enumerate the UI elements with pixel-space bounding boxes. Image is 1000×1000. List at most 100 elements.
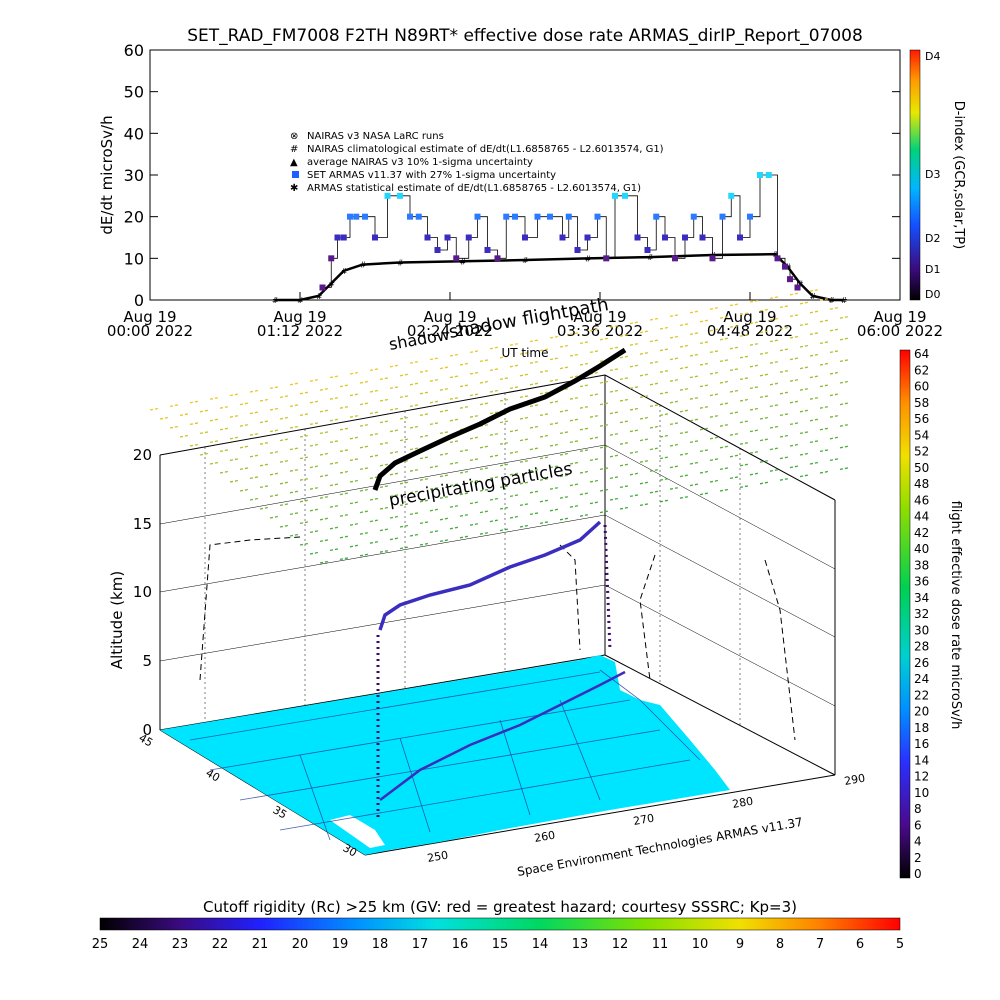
particle-dash: [749, 321, 759, 325]
particle-dash: [549, 400, 559, 404]
particle-dash: [259, 485, 269, 489]
particle-dash: [649, 317, 659, 321]
particle-dash: [659, 456, 669, 460]
annotation-shadow: shadow: [387, 325, 451, 354]
particle-dash: [279, 524, 289, 528]
latitude-ticks: 45 40 35 30: [137, 731, 360, 859]
particle-dash: [659, 434, 669, 438]
particle-dash: [689, 353, 699, 357]
particle-dash: [319, 388, 329, 391]
particle-dash: [409, 490, 419, 494]
particle-dash: [589, 501, 599, 505]
particle-dash: [729, 325, 739, 328]
timeseries-series: ##################: [272, 172, 848, 305]
cutoff-rigidity-ticks: 25 24 23 22 21 20 19 18 17 16 15 14 13 12 11 10 9 8 7 6 5: [92, 937, 904, 952]
particle-dash: [559, 517, 569, 521]
particle-dash: [429, 465, 439, 469]
particle-dash: [449, 353, 459, 357]
particle-dash: [669, 379, 679, 382]
particle-dash: [529, 490, 539, 494]
particle-dash: [379, 420, 389, 424]
dose-rate-colorbar-ticks: 0246810121416182022242628303234363840424…: [914, 347, 929, 881]
x-tick-label-time: 00:00 2022: [107, 322, 193, 340]
armas-point: [662, 234, 668, 241]
particle-dash: [409, 404, 419, 408]
dindex-tick-d3: D3: [925, 168, 940, 181]
nairas-clim-line: [275, 252, 844, 302]
particle-dash: [779, 434, 789, 438]
particle-dash: [359, 445, 369, 449]
particle-dash: [839, 316, 849, 319]
particle-dash: [779, 478, 789, 481]
dose-rate-tick-label: 34: [914, 591, 929, 605]
y-tick-label: 20: [124, 208, 144, 227]
particle-dash: [639, 481, 649, 485]
armas-point: [699, 234, 706, 241]
particle-dash: [459, 406, 469, 409]
particle-dash: [829, 350, 839, 354]
particle-dash: [239, 424, 249, 427]
particle-dash: [679, 323, 689, 327]
particle-dash: [529, 382, 539, 386]
armas-point: [719, 213, 726, 220]
particle-dash: [649, 404, 659, 408]
x-tick-label-date: Aug 19: [573, 308, 626, 326]
credit-text: Space Environment Technologies ARMAS v11…: [516, 815, 804, 879]
armas-point: [328, 255, 335, 262]
particle-dash: [649, 490, 659, 494]
altitude-ticks: 0 5 10 15 20: [133, 446, 152, 739]
particle-dash: [229, 479, 239, 483]
armas-point: [503, 213, 510, 220]
cutoff-rigidity-tick-label: 5: [896, 937, 904, 952]
particle-dash: [399, 373, 409, 377]
particle-dash: [569, 418, 579, 422]
particle-dash: [819, 427, 829, 431]
particle-dash: [149, 407, 159, 411]
particle-dash: [739, 334, 749, 337]
particle-dash: [309, 530, 319, 534]
particle-dash: [519, 438, 529, 442]
particle-dash: [769, 447, 779, 451]
particle-dash: [249, 476, 259, 480]
particle-dash: [709, 415, 719, 418]
particle-dash: [409, 533, 419, 537]
particle-dash: [389, 537, 399, 541]
particle-dash: [259, 506, 269, 510]
y-tick-label: 50: [124, 83, 144, 102]
particle-dash: [389, 407, 399, 411]
particle-dash: [619, 420, 629, 424]
particle-dash: [529, 404, 539, 408]
dindex-tick-d2: D2: [925, 232, 940, 245]
lon-tick-270: 270: [632, 812, 655, 828]
lon-tick-260: 260: [533, 829, 556, 845]
particle-dash: [459, 514, 469, 517]
particle-dash: [789, 292, 799, 296]
particle-dash: [609, 389, 619, 393]
nairas-clim-point: #: [316, 292, 323, 301]
particle-dash: [289, 490, 299, 494]
particle-dash: [449, 526, 459, 530]
particle-dash: [809, 418, 819, 422]
particle-dash: [689, 375, 699, 379]
ground-track: [379, 670, 626, 801]
particle-dash: [739, 398, 749, 402]
particle-dash: [699, 406, 709, 409]
particle-dash: [249, 389, 259, 393]
particle-dash: [509, 451, 519, 454]
particle-dash: [469, 415, 479, 418]
particle-dash: [329, 526, 339, 530]
altitude-tick-0: 0: [142, 721, 152, 739]
particle-dash: [279, 481, 289, 485]
particle-dash: [519, 503, 529, 507]
dose-rate-tick-label: 0: [914, 867, 922, 881]
legend-entry-armas-statistical: ✱ ARMAS statistical estimate of dE/dt(L1…: [290, 183, 641, 194]
particle-dash: [749, 451, 759, 454]
particle-dash: [469, 479, 479, 483]
particle-dash: [559, 344, 569, 348]
particle-dash: [819, 341, 829, 345]
water-patch: [330, 815, 385, 848]
armas-point: [353, 213, 360, 220]
armas-point: [794, 284, 801, 291]
particle-dash: [709, 371, 719, 375]
cutoff-rigidity-tick-label: 13: [572, 937, 589, 952]
